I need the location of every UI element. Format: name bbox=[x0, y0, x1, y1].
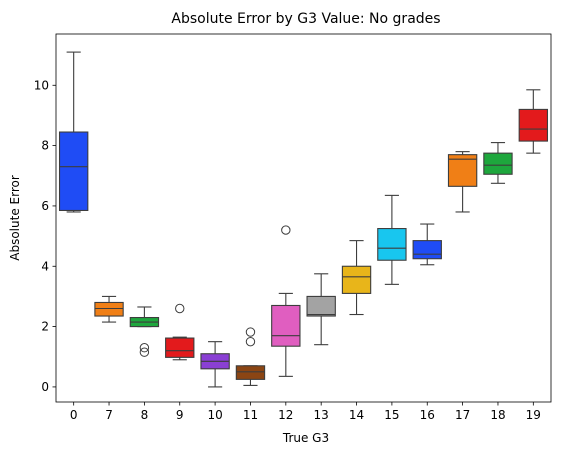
x-axis: 0 7 8 9 10 11 12 13 14 15 16 17 18 19 bbox=[70, 402, 541, 422]
box-body bbox=[94, 301, 124, 317]
box-7 bbox=[94, 295, 124, 323]
y-axis: 0 2 4 6 8 10 bbox=[34, 78, 56, 394]
outlier-point bbox=[139, 343, 150, 353]
outlier-point bbox=[175, 303, 185, 314]
box-body bbox=[306, 295, 336, 317]
x-tick-label: 9 bbox=[176, 408, 184, 422]
box-17 bbox=[447, 151, 478, 213]
y-tick-label: 8 bbox=[41, 139, 49, 153]
x-tick-label: 7 bbox=[105, 408, 113, 422]
box-13 bbox=[306, 273, 336, 346]
box-body bbox=[341, 265, 372, 294]
box-8 bbox=[129, 306, 160, 357]
x-tick-label: 12 bbox=[278, 408, 293, 422]
y-tick-label: 10 bbox=[34, 78, 49, 92]
boxes-layer bbox=[58, 51, 549, 388]
box-body bbox=[165, 337, 195, 358]
plot-frame bbox=[55, 33, 552, 403]
y-tick-label: 2 bbox=[41, 320, 49, 334]
box-16 bbox=[412, 223, 442, 266]
box-18 bbox=[483, 142, 513, 184]
outlier-point bbox=[245, 327, 256, 337]
x-tick-label: 14 bbox=[349, 408, 364, 422]
x-tick-label: 10 bbox=[207, 408, 222, 422]
box-body bbox=[235, 365, 266, 380]
box-body bbox=[412, 240, 442, 260]
y-axis-label: Absolute Error bbox=[8, 175, 22, 261]
x-tick-label: 15 bbox=[384, 408, 399, 422]
box-body bbox=[518, 108, 549, 142]
x-tick-label: 16 bbox=[420, 408, 435, 422]
box-body bbox=[447, 154, 478, 187]
box-9 bbox=[165, 303, 195, 361]
y-tick-label: 0 bbox=[41, 380, 49, 394]
outlier-point bbox=[245, 336, 256, 347]
box-10 bbox=[200, 341, 230, 388]
x-tick-label: 18 bbox=[490, 408, 505, 422]
outlier-point bbox=[139, 347, 150, 357]
plot-area bbox=[55, 33, 552, 403]
box-19 bbox=[518, 89, 549, 154]
y-tick-label: 6 bbox=[41, 199, 49, 213]
y-tick-label: 4 bbox=[41, 259, 49, 273]
x-tick-label: 13 bbox=[314, 408, 329, 422]
chart-title: Absolute Error by G3 Value: No grades bbox=[171, 11, 440, 27]
box-11 bbox=[235, 327, 266, 386]
box-body bbox=[271, 304, 301, 347]
box-body bbox=[377, 228, 407, 261]
x-axis-label: True G3 bbox=[282, 431, 329, 445]
box-14 bbox=[341, 240, 372, 316]
x-tick-label: 0 bbox=[70, 408, 78, 422]
box-0 bbox=[58, 51, 89, 213]
box-body bbox=[483, 152, 513, 175]
x-tick-label: 8 bbox=[141, 408, 149, 422]
box-15 bbox=[377, 194, 407, 285]
outlier-point bbox=[281, 225, 291, 235]
x-tick-label: 17 bbox=[455, 408, 470, 422]
box-body bbox=[58, 131, 89, 212]
x-tick-label: 19 bbox=[526, 408, 541, 422]
box-12 bbox=[271, 225, 301, 377]
x-tick-label: 11 bbox=[243, 408, 258, 422]
